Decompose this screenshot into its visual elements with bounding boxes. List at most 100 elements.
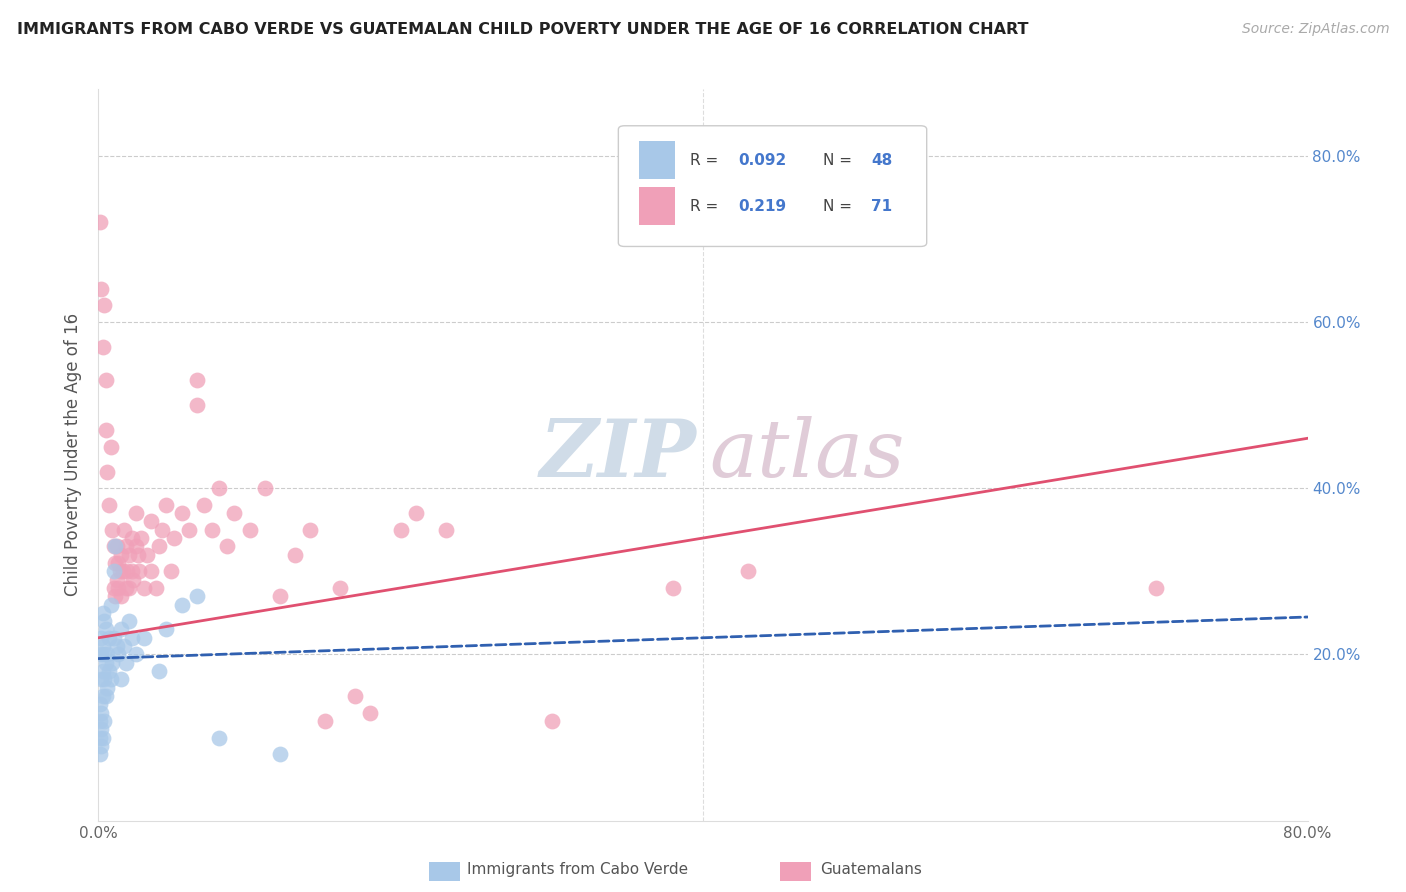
Point (107, 648, 129, 662)
Text: Immigrants from Cabo Verde: Immigrants from Cabo Verde (467, 863, 688, 877)
Point (90, 673, 112, 687)
Point (132, 581, 155, 595)
Point (114, 656, 136, 670)
Point (110, 623, 132, 637)
Point (103, 564, 125, 578)
FancyBboxPatch shape (619, 126, 927, 246)
Point (360, 706, 382, 720)
Point (208, 481, 231, 495)
Text: IMMIGRANTS FROM CABO VERDE VS GUATEMALAN CHILD POVERTY UNDER THE AGE OF 16 CORRE: IMMIGRANTS FROM CABO VERDE VS GUATEMALAN… (17, 22, 1028, 37)
Point (118, 548, 141, 562)
Point (93, 714, 115, 728)
Point (125, 506, 148, 520)
Text: 0.092: 0.092 (738, 153, 786, 168)
Point (91, 340, 114, 354)
Point (121, 631, 143, 645)
Point (132, 631, 155, 645)
Point (111, 564, 134, 578)
Point (314, 714, 336, 728)
Point (107, 556, 129, 570)
Point (107, 581, 129, 595)
Point (103, 581, 125, 595)
Point (91, 639, 114, 653)
Point (89, 714, 111, 728)
Point (110, 673, 132, 687)
Point (329, 581, 352, 595)
FancyBboxPatch shape (638, 141, 675, 179)
Point (224, 506, 246, 520)
Point (148, 664, 170, 678)
Point (108, 564, 131, 578)
Point (141, 564, 163, 578)
Text: N =: N = (823, 199, 856, 214)
Point (89, 731, 111, 745)
Point (90, 648, 112, 662)
Text: 48: 48 (872, 153, 893, 168)
Point (90, 739, 112, 753)
Point (91, 664, 114, 678)
Point (89, 747, 111, 761)
Point (661, 581, 683, 595)
Point (129, 531, 152, 545)
Point (128, 564, 150, 578)
Point (96, 648, 118, 662)
Point (155, 623, 177, 637)
Point (90, 631, 112, 645)
Point (118, 614, 141, 628)
Point (114, 539, 136, 553)
Point (100, 673, 122, 687)
Point (96, 465, 118, 479)
Point (105, 639, 128, 653)
Point (145, 581, 167, 595)
Point (110, 589, 132, 603)
Point (93, 298, 115, 312)
Text: Source: ZipAtlas.com: Source: ZipAtlas.com (1241, 22, 1389, 37)
Point (93, 648, 115, 662)
Point (121, 564, 143, 578)
Point (148, 539, 170, 553)
Point (389, 523, 412, 537)
Point (94, 623, 117, 637)
Point (122, 573, 145, 587)
Point (344, 689, 367, 703)
Point (193, 498, 215, 512)
Point (155, 498, 177, 512)
Text: 0.219: 0.219 (738, 199, 786, 214)
Point (405, 506, 427, 520)
Point (90, 282, 112, 296)
Point (208, 731, 231, 745)
Point (100, 440, 122, 454)
Point (103, 631, 125, 645)
Point (121, 531, 143, 545)
Point (94, 656, 117, 670)
Point (104, 556, 127, 570)
Point (141, 515, 163, 529)
Point (94, 373, 117, 387)
Point (100, 598, 122, 612)
Point (186, 373, 208, 387)
Point (434, 523, 457, 537)
Point (150, 523, 173, 537)
Point (98, 631, 121, 645)
Point (91, 731, 114, 745)
Point (269, 589, 291, 603)
Point (125, 648, 148, 662)
Point (89, 215, 111, 229)
Point (118, 581, 141, 595)
Point (90, 706, 112, 720)
Point (239, 523, 262, 537)
Text: atlas: atlas (709, 417, 904, 493)
Point (284, 548, 307, 562)
Point (215, 539, 238, 553)
Point (125, 539, 148, 553)
Y-axis label: Child Poverty Under the Age of 16: Child Poverty Under the Age of 16 (65, 313, 83, 597)
Point (91, 606, 114, 620)
Point (737, 564, 759, 578)
Point (105, 539, 128, 553)
FancyBboxPatch shape (638, 187, 675, 226)
Point (163, 531, 186, 545)
Text: N =: N = (823, 153, 856, 168)
Point (115, 564, 138, 578)
Point (104, 539, 127, 553)
Point (186, 398, 208, 412)
